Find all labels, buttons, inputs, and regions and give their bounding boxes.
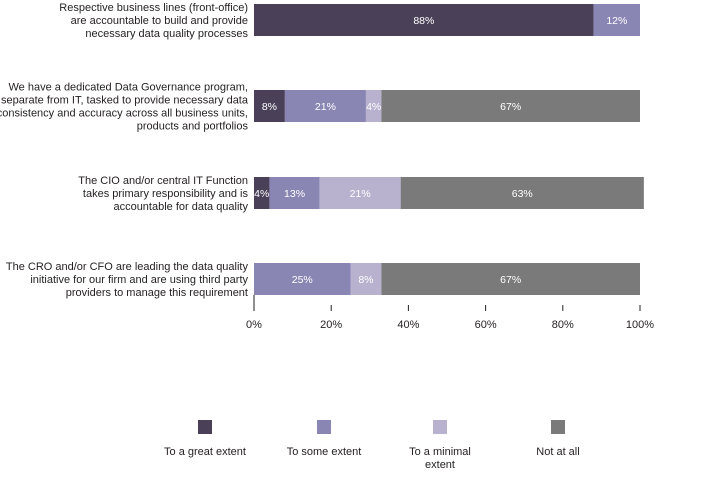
legend-label: To a minimal	[409, 446, 471, 458]
legend-swatch-to-a-great-extent	[198, 420, 212, 434]
category-label-3: takes primary responsibility and is	[83, 188, 249, 200]
data-label: 4%	[254, 188, 269, 200]
data-label: 67%	[500, 101, 521, 113]
data-label: 25%	[292, 274, 313, 286]
tick-label: 40%	[397, 319, 419, 331]
tick-label: 0%	[246, 319, 262, 331]
bar-2-to-some-extent	[284, 90, 366, 122]
category-label-4: initiative for our firm and are using th…	[30, 274, 248, 286]
bar-2-to-a-minimal-extent	[365, 90, 382, 122]
data-label: 21%	[315, 101, 336, 113]
legend-label: To a great extent	[164, 446, 246, 458]
category-label-1: are accountable to build and provide	[71, 15, 248, 27]
category-labels: Respective business lines (front-office)…	[0, 2, 249, 299]
bar-3-to-a-minimal-extent	[319, 177, 401, 209]
bar-4-not-at-all	[381, 263, 640, 295]
category-label-1: necessary data quality processes	[85, 28, 248, 40]
data-label: 12%	[606, 15, 627, 27]
legend: To a great extent To some extent To a mini…	[164, 420, 580, 471]
data-label: 8%	[358, 274, 373, 286]
bars-group: 88% 12% 8% 21% 4% 67% 4% 13% 21% 63% 25% 8% 67%	[254, 4, 644, 295]
tick-label: 20%	[320, 319, 342, 331]
bar-4-to-some-extent	[254, 263, 351, 295]
data-label: 67%	[500, 274, 521, 286]
data-label: 88%	[413, 15, 434, 27]
category-label-3: accountable for data quality	[113, 201, 248, 213]
legend-label: Not at all	[536, 446, 579, 458]
category-label-2: products and portfolios	[137, 121, 249, 133]
tick-label: 100%	[626, 319, 654, 331]
category-label-2: separate from IT, tasked to provide nece…	[1, 95, 249, 107]
legend-swatch-not-at-all	[551, 420, 565, 434]
legend-swatch-to-some-extent	[317, 420, 331, 434]
category-label-2: consistency and accuracy across all busi…	[0, 108, 248, 120]
legend-swatch-to-a-minimal-extent	[433, 420, 447, 434]
bar-1-to-some-extent	[593, 4, 640, 36]
bar-3-to-some-extent	[269, 177, 320, 209]
tick-label: 80%	[552, 319, 574, 331]
data-label: 4%	[366, 101, 381, 113]
legend-label: To some extent	[287, 446, 362, 458]
data-label: 8%	[262, 101, 277, 113]
category-label-1: Respective business lines (front-office)	[59, 2, 248, 14]
data-label: 13%	[284, 188, 305, 200]
bar-2-to-a-great-extent	[254, 90, 285, 122]
bar-1-to-a-great-extent	[254, 4, 594, 36]
category-label-4: providers to manage this requirement	[66, 287, 248, 299]
bar-3-not-at-all	[400, 177, 644, 209]
x-axis: 0% 20% 40% 60% 80% 100%	[246, 295, 654, 331]
bar-3-to-a-great-extent	[254, 177, 270, 209]
bar-4-to-a-minimal-extent	[350, 263, 382, 295]
category-label-2: We have a dedicated Data Governance prog…	[9, 82, 249, 94]
data-label: 63%	[512, 188, 533, 200]
data-label: 21%	[350, 188, 371, 200]
legend-label: extent	[425, 459, 455, 471]
category-label-3: The CIO and/or central IT Function	[78, 175, 248, 187]
tick-label: 60%	[475, 319, 497, 331]
bar-2-not-at-all	[381, 90, 640, 122]
category-label-4: The CRO and/or CFO are leading the data …	[6, 261, 249, 273]
